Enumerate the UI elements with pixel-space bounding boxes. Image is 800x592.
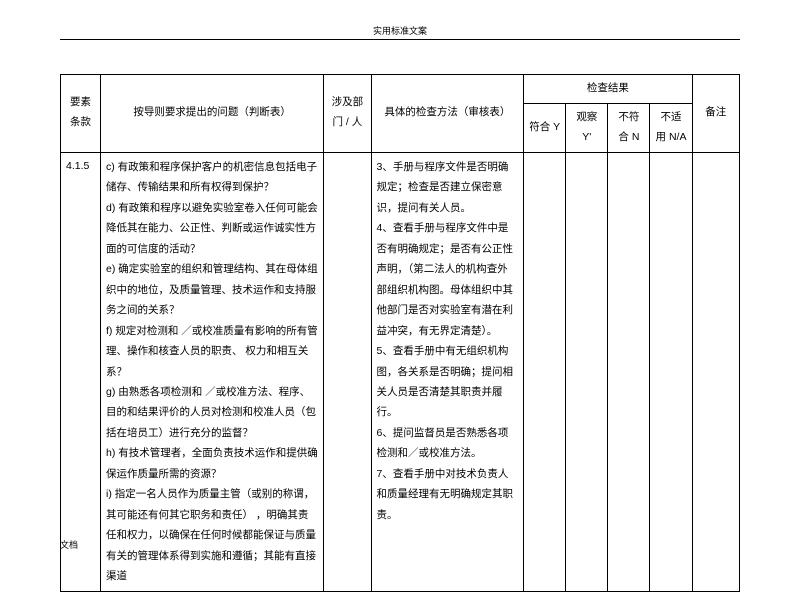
header-observe: 观察 Y'	[566, 103, 608, 152]
cell-observe	[566, 152, 608, 591]
cell-na	[650, 152, 692, 591]
header-remark: 备注	[692, 75, 739, 153]
header-na: 不适用 N/A	[650, 103, 692, 152]
header-conform: 符合 Y	[524, 103, 566, 152]
table-container: 要素条款 按导则要求提出的问题（判断表） 涉及部门 / 人 具体的检查方法（审核…	[0, 44, 800, 592]
header-divider	[60, 39, 740, 40]
cell-question: c) 有政策和程序保护客户的机密信息包括电子储存、传输结果和所有权得到保护？d)…	[101, 152, 324, 591]
cell-conform	[524, 152, 566, 591]
cell-nonconform	[608, 152, 650, 591]
header-question: 按导则要求提出的问题（判断表）	[101, 75, 324, 153]
audit-table: 要素条款 按导则要求提出的问题（判断表） 涉及部门 / 人 具体的检查方法（审核…	[60, 74, 740, 592]
header-method: 具体的检查方法（审核表）	[371, 75, 524, 153]
header-results-group: 检查结果	[524, 75, 692, 104]
page-header-title: 实用标准文案	[373, 26, 427, 36]
cell-method-text: 3、手册与程序文件是否明确规定；检查是否建立保密意识，提问有关人员。4、查看手册…	[377, 157, 519, 525]
header-dept: 涉及部门 / 人	[324, 75, 371, 153]
header-nonconform: 不符合 N	[608, 103, 650, 152]
cell-id: 4.1.5	[61, 152, 101, 591]
footer-label: 文档	[60, 538, 78, 551]
header-element: 要素条款	[61, 75, 101, 153]
cell-remark	[692, 152, 739, 591]
cell-question-text: c) 有政策和程序保护客户的机密信息包括电子储存、传输结果和所有权得到保护？d)…	[106, 157, 318, 587]
cell-dept	[324, 152, 371, 591]
table-row: 4.1.5 c) 有政策和程序保护客户的机密信息包括电子储存、传输结果和所有权得…	[61, 152, 740, 591]
table-header-row-1: 要素条款 按导则要求提出的问题（判断表） 涉及部门 / 人 具体的检查方法（审核…	[61, 75, 740, 104]
cell-method: 3、手册与程序文件是否明确规定；检查是否建立保密意识，提问有关人员。4、查看手册…	[371, 152, 524, 591]
